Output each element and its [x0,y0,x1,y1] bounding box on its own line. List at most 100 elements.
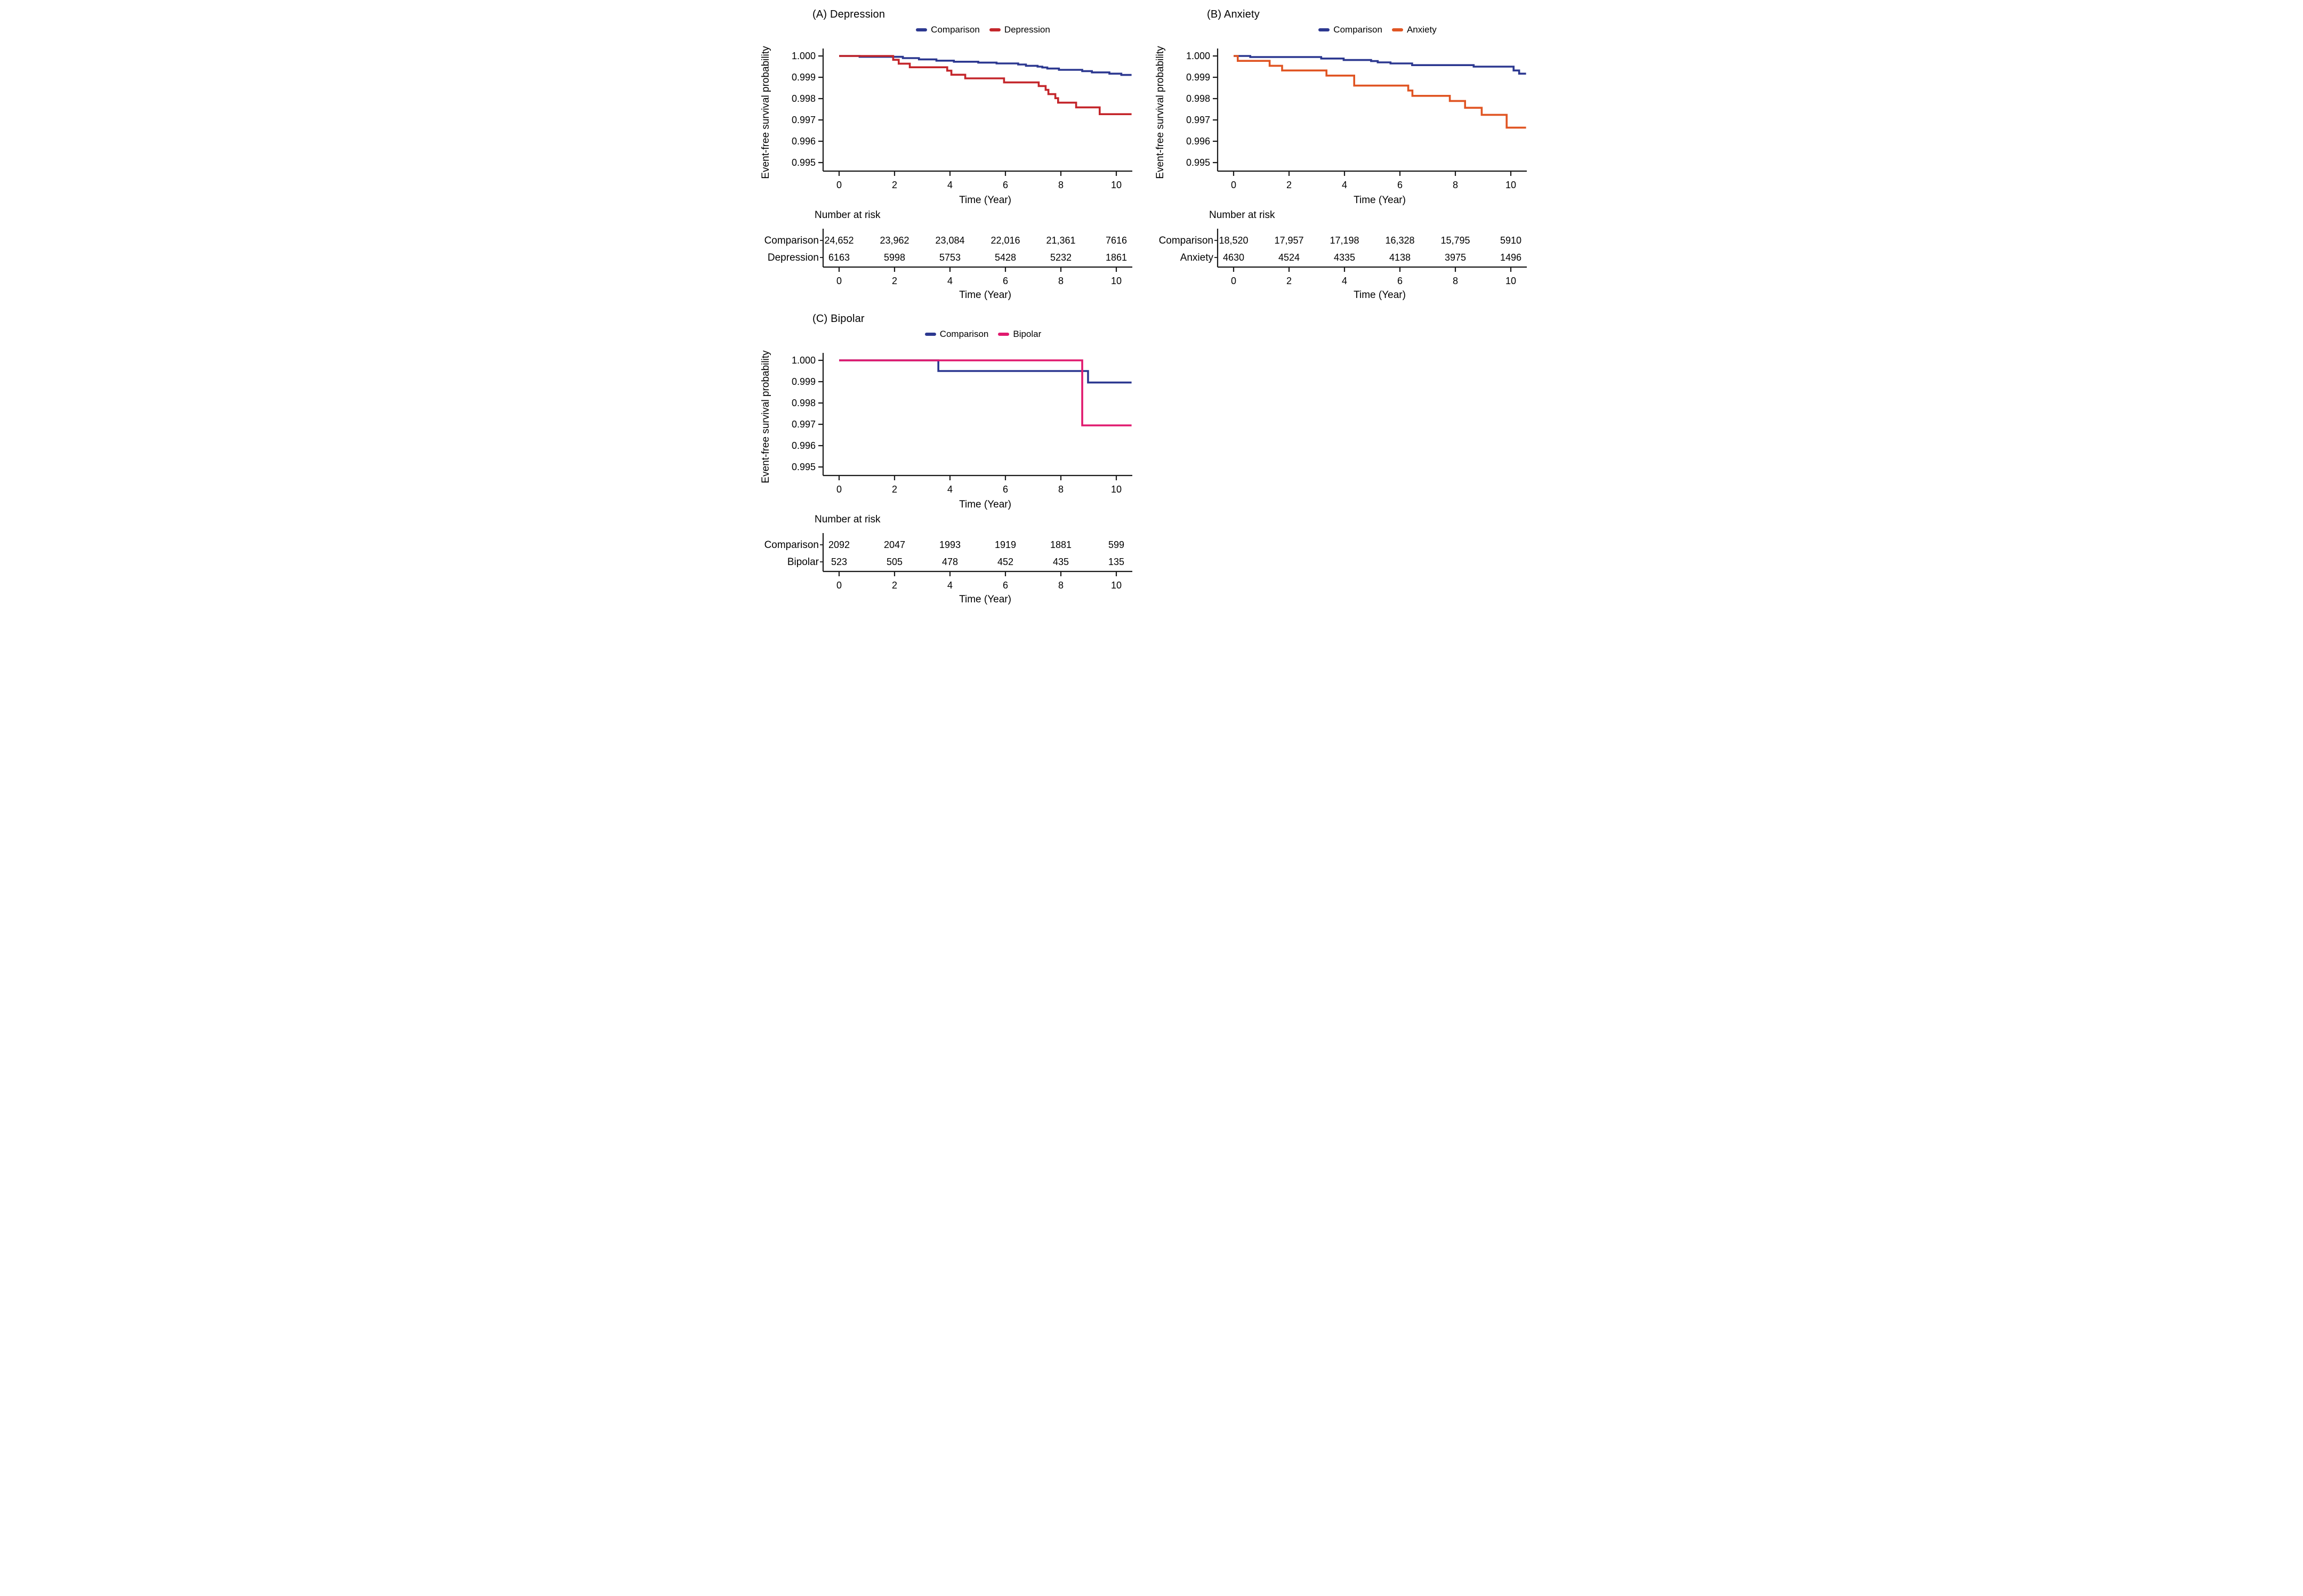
y-tick-label: 0.999 [792,376,816,387]
risk-x-axis-title: Time (Year) [959,289,1011,301]
x-axis-title: Time (Year) [959,195,1011,206]
x-axis-title: Time (Year) [1354,195,1406,206]
risk-value: 523 [831,557,847,567]
legend-item: Anxiety [1391,25,1437,35]
legend-item: Comparison [924,329,989,340]
legend-label: Bipolar [1013,329,1042,339]
legend-label: Depression [1004,25,1050,35]
risk-x-tick-label: 0 [1231,276,1236,286]
empty-cell [1152,307,1546,611]
y-tick-label: 0.996 [1186,136,1210,147]
risk-row-label: Bipolar [787,557,819,568]
risk-table-header: Number at risk [815,514,881,525]
risk-row-label: Comparison [764,539,819,551]
risk-value: 1993 [939,539,961,550]
panel-depression: (A) Depression Comparison Depression 1.0… [757,2,1152,307]
risk-value: 23,962 [880,235,909,246]
km-curve-depression [839,55,1132,115]
km-curve-anxiety [1234,55,1526,129]
legend-item: Comparison [1318,25,1382,35]
y-tick-label: 0.997 [792,115,816,125]
risk-x-tick-label: 0 [836,276,842,286]
risk-value: 23,084 [935,235,964,246]
legend-item: Bipolar [998,329,1041,340]
risk-value: 22,016 [991,235,1020,246]
risk-value: 435 [1053,557,1069,567]
risk-value: 1496 [1500,252,1521,263]
x-tick-label: 0 [836,484,842,495]
x-tick-label: 0 [1231,180,1236,190]
risk-value: 2092 [828,539,850,550]
risk-x-tick-label: 8 [1058,276,1064,286]
risk-x-tick-label: 6 [1003,580,1008,591]
risk-value: 7616 [1106,235,1127,246]
y-tick-label: 0.996 [792,440,816,451]
x-tick-label: 8 [1058,484,1064,495]
x-tick-label: 4 [947,484,953,495]
panel-anxiety: (B) Anxiety Comparison Anxiety 1.000 0.99… [1152,2,1546,307]
legend: Comparison Bipolar [759,326,1148,342]
risk-x-axis-title: Time (Year) [959,594,1011,605]
risk-value: 599 [1108,539,1124,550]
risk-value: 21,361 [1046,235,1075,246]
legend-item: Comparison [916,25,980,35]
x-tick-label: 0 [836,180,842,190]
risk-row-label: Comparison [1159,235,1213,246]
km-curve-comparison [839,55,1132,76]
y-tick-label: 1.000 [792,51,816,61]
y-axis-title: Event-free survival probability [760,350,771,483]
risk-x-tick-label: 10 [1505,276,1516,286]
risk-table: Comparison 2092 2047 1993 1919 1881 599 Bipolar… [764,533,1132,605]
y-tick-label: 0.997 [792,419,816,430]
x-tick-label: 10 [1111,484,1122,495]
risk-value: 4335 [1334,252,1355,263]
x-tick-label: 6 [1003,484,1008,495]
x-tick-label: 4 [1342,180,1347,190]
risk-x-axis-title: Time (Year) [1354,289,1406,301]
risk-value: 15,795 [1440,235,1470,246]
risk-value: 4524 [1278,252,1300,263]
risk-x-tick-label: 4 [947,580,953,591]
risk-value: 18,520 [1219,235,1248,246]
x-tick-label: 10 [1111,180,1122,190]
risk-table: Comparison 18,520 17,957 17,198 16,328 15,795… [1159,229,1527,301]
risk-x-tick-label: 10 [1111,276,1122,286]
risk-table-header: Number at risk [1209,209,1275,221]
y-tick-label: 0.995 [792,462,816,472]
panel-bipolar: (C) Bipolar Comparison Bipolar 1.000 0.99… [757,307,1152,611]
legend-swatch [1391,28,1403,31]
legend-swatch [916,28,928,31]
risk-x-tick-label: 6 [1003,276,1008,286]
x-tick-label: 2 [892,484,897,495]
risk-value: 1919 [995,539,1016,550]
risk-value: 6163 [828,252,850,263]
x-axis-title: Time (Year) [959,499,1011,510]
risk-value: 1861 [1106,252,1127,263]
risk-table: Comparison 24,652 23,962 23,084 22,016 21,361… [764,229,1132,301]
risk-value: 135 [1108,557,1124,567]
survival-plot: 1.000 0.999 0.998 0.997 0.996 0.995 0 2 4 6 8 10 Tim… [760,46,1132,206]
legend-swatch [989,28,1001,31]
risk-value: 3975 [1445,252,1466,263]
panel-title: (A) Depression [812,9,885,20]
y-tick-label: 0.999 [792,72,816,83]
risk-x-tick-label: 4 [1342,276,1347,286]
km-curve-bipolar [839,359,1132,426]
x-tick-label: 6 [1003,180,1008,190]
legend-label: Comparison [1333,25,1382,35]
y-axis-title: Event-free survival probability [760,46,771,179]
risk-table-header: Number at risk [815,209,881,221]
legend-item: Depression [989,25,1050,35]
km-figure: (A) Depression Comparison Depression 1.0… [757,0,1546,611]
legend-label: Comparison [939,329,989,339]
legend-swatch [998,333,1010,336]
risk-value: 5910 [1500,235,1521,246]
legend: Comparison Anxiety [1154,22,1543,38]
y-tick-label: 0.998 [1186,93,1210,104]
risk-value: 24,652 [824,235,853,246]
risk-x-tick-label: 8 [1453,276,1458,286]
y-tick-label: 0.995 [1186,157,1210,168]
x-tick-label: 2 [892,180,897,190]
risk-value: 17,957 [1274,235,1303,246]
risk-x-tick-label: 2 [1286,276,1292,286]
